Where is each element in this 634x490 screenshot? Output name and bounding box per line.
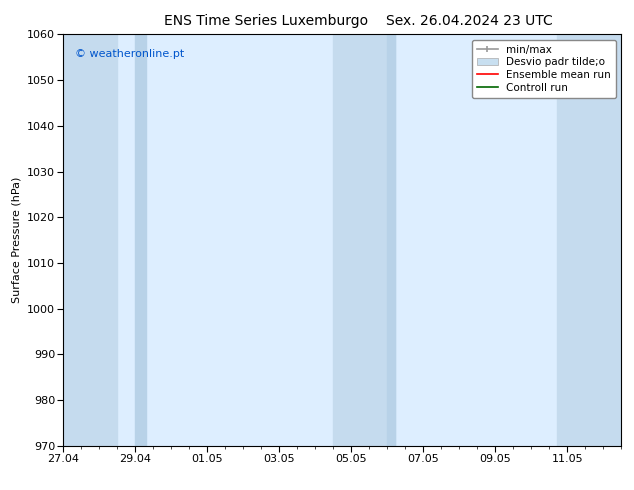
Text: © weatheronline.pt: © weatheronline.pt xyxy=(75,49,184,59)
Bar xyxy=(333,34,394,446)
Bar xyxy=(63,34,117,446)
Bar xyxy=(557,34,621,446)
Bar xyxy=(136,34,146,446)
Text: Sex. 26.04.2024 23 UTC: Sex. 26.04.2024 23 UTC xyxy=(385,14,553,28)
Legend: min/max, Desvio padr tilde;o, Ensemble mean run, Controll run: min/max, Desvio padr tilde;o, Ensemble m… xyxy=(472,40,616,98)
Y-axis label: Surface Pressure (hPa): Surface Pressure (hPa) xyxy=(11,177,22,303)
Bar xyxy=(387,34,394,446)
Text: ENS Time Series Luxemburgo: ENS Time Series Luxemburgo xyxy=(164,14,368,28)
